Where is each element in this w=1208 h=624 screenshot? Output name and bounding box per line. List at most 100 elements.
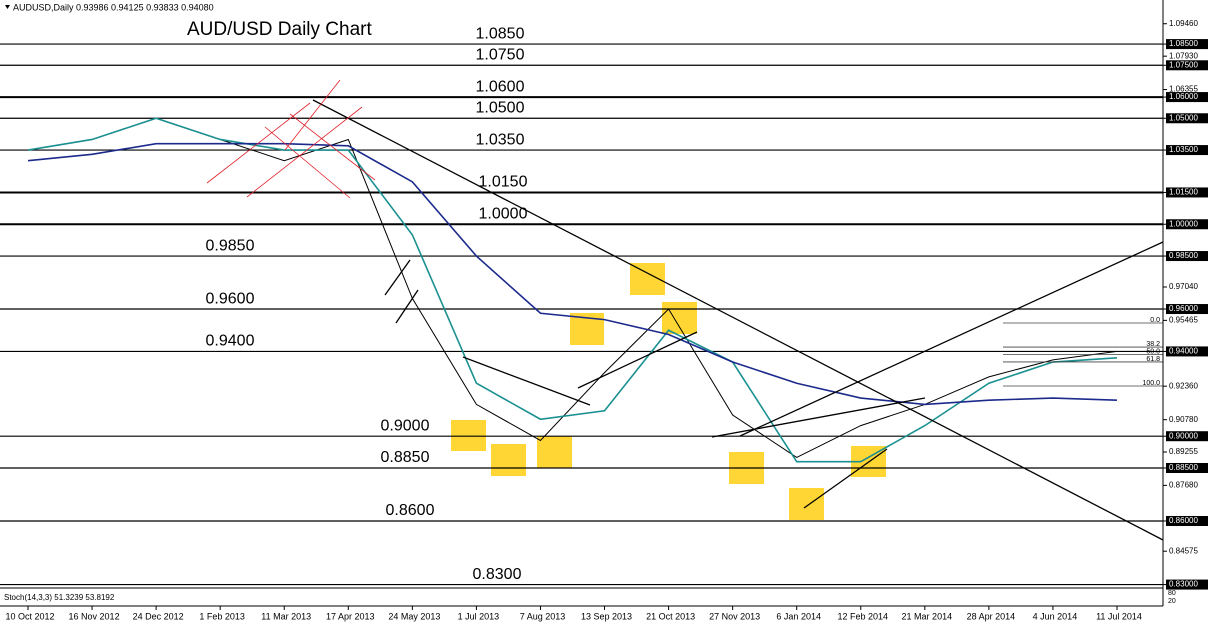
level-label: 1.0500 [476,99,525,116]
x-tick-label: 1 Jul 2013 [458,611,500,621]
highlight-box [537,436,572,468]
level-label: 0.8300 [473,566,522,583]
y-tick-label: 1.07500 [1169,60,1198,69]
y-tick-label: 1.05000 [1169,113,1198,122]
highlight-box [662,302,697,334]
x-tick-label: 27 Nov 2013 [709,611,760,621]
level-label: 0.9600 [206,290,255,307]
header-icon [5,5,10,9]
y-tick-label: 0.90780 [1169,415,1198,424]
y-tick-label: 1.03500 [1169,145,1198,154]
y-tick-label: 1.09460 [1169,19,1198,28]
x-tick-label: 16 Nov 2012 [69,611,120,621]
y-tick-label: 1.01500 [1169,188,1198,197]
y-tick-highlight [1166,39,1208,50]
fib-label: 100.0 [1142,380,1160,387]
trendline [312,99,1164,541]
fib-label: 38.2 [1146,341,1160,348]
y-tick-highlight [1166,251,1208,262]
level-label: 0.8850 [381,449,430,466]
red-line [284,79,341,151]
y-tick-label: 0.89255 [1169,447,1198,456]
y-tick-highlight [1166,431,1208,442]
x-axis: 10 Oct 2012 16 Nov 2012 24 Dec 2012 1 Feb 2… [5,606,1142,621]
y-tick-highlight [1166,304,1208,315]
y-tick-label: 0.90000 [1169,431,1198,440]
chart-title: AUD/USD Daily Chart [187,19,372,40]
level-label: 1.0600 [476,78,525,95]
y-tick-label: 0.94000 [1169,347,1198,356]
y-tick-label: 0.95465 [1169,315,1198,324]
red-line [264,126,351,199]
trendline [462,356,591,406]
level-label: 1.0750 [476,47,525,64]
x-tick-label: 4 Jun 2014 [1033,611,1078,621]
y-tick-label: 1.06355 [1169,85,1198,94]
indicator-tick: 80 [1168,590,1176,597]
y-tick-label: 0.92360 [1169,381,1198,390]
y-tick-highlight [1166,187,1208,198]
y-tick-label: 1.06000 [1169,92,1198,101]
y-tick-label: 0.97040 [1169,282,1198,291]
y-tick-highlight [1166,60,1208,71]
highlight-box [491,444,526,476]
fib-label: 61.8 [1146,356,1160,363]
y-tick-highlight [1166,219,1208,230]
red-line [246,106,363,198]
y-tick-label: 0.87680 [1169,480,1198,489]
trendline [384,259,411,296]
level-label: 0.9850 [206,237,255,254]
x-tick-label: 13 Sep 2013 [581,611,632,621]
series-line [27,117,1118,463]
trendline [739,241,1164,437]
x-tick-label: 11 Mar 2013 [261,611,311,621]
y-tick-highlight [1166,515,1208,526]
x-tick-label: 6 Jan 2014 [776,611,821,621]
fib-label: 50.0 [1146,348,1160,355]
header: AUDUSD,Daily 0.93986 0.94125 0.93833 0.9… [13,2,214,12]
highlight-box [789,488,824,520]
trendline [395,289,419,324]
trendline [803,448,888,509]
y-tick-highlight [1166,346,1208,357]
trendline [711,397,926,438]
y-tick-label: 0.98500 [1169,251,1198,260]
indicator-tick: 20 [1168,598,1176,605]
level-label: 1.0350 [476,131,525,148]
x-tick-label: 24 May 2013 [388,611,440,621]
x-tick-label: 10 Oct 2012 [5,611,54,621]
y-tick-label: 0.86000 [1169,516,1198,525]
x-tick-label: 21 Oct 2013 [646,611,695,621]
y-tick-label: 1.00000 [1169,219,1198,228]
y-tick-label: 0.83000 [1169,580,1198,589]
pitchfork [206,79,376,199]
level-label: 1.0150 [479,174,528,191]
fib-label: 0.0 [1150,317,1160,324]
y-tick-label: 0.96000 [1169,304,1198,313]
y-tick-label: 1.07930 [1169,51,1198,60]
trendline [577,331,698,389]
level-label: 0.8600 [386,502,435,519]
x-tick-label: 17 Apr 2013 [326,611,375,621]
x-tick-label: 7 Aug 2013 [520,611,566,621]
y-tick-highlight [1166,579,1208,590]
trendlines [312,99,1164,541]
x-tick-label: 28 Apr 2014 [967,611,1016,621]
x-tick-label: 24 Dec 2012 [133,611,184,621]
series [27,117,1118,463]
y-tick-highlight [1166,145,1208,156]
x-tick-label: 21 Mar 2014 [902,611,953,621]
level-label: 1.0000 [479,205,528,222]
highlight-box [451,420,486,451]
y-tick-label: 0.84575 [1169,546,1198,555]
fibonacci: 0.0 38.250.061.8 100.0 [1003,317,1163,387]
y-tick-highlight [1166,463,1208,473]
level-label: 0.9000 [381,417,430,434]
y-tick-label: 0.88500 [1169,463,1198,472]
y-tick-highlight [1166,92,1208,103]
x-tick-label: 12 Feb 2014 [837,611,888,621]
series-line [27,142,1118,406]
